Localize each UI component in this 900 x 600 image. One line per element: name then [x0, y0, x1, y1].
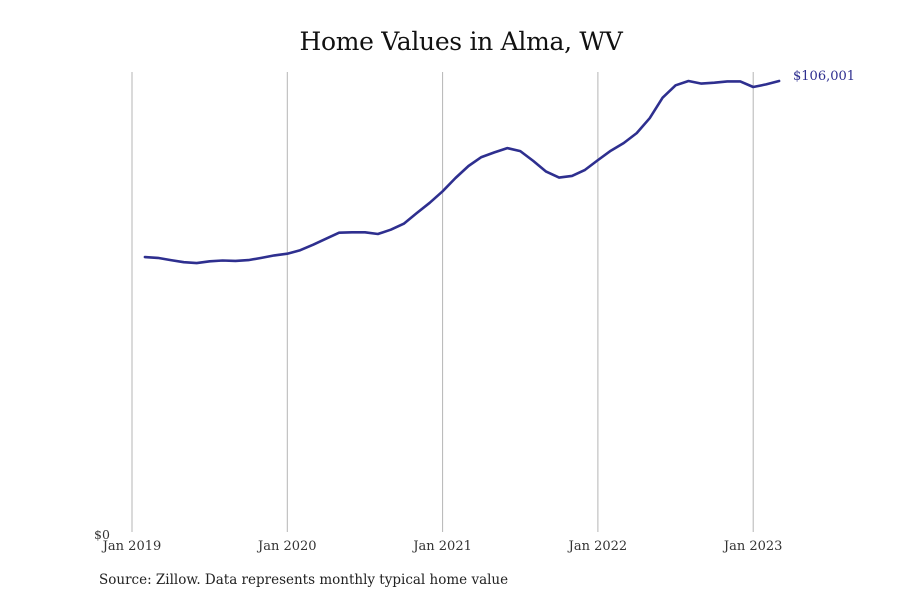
home-value-line: [143, 79, 781, 265]
vertical-gridlines: [131, 72, 754, 532]
x-tick-label: Jan 2023: [722, 539, 783, 554]
x-tick-label: Jan 2019: [101, 539, 162, 554]
x-tick-label: Jan 2022: [567, 539, 628, 554]
latest-value-label: $106,001: [793, 69, 855, 84]
x-tick-label: Jan 2021: [411, 539, 472, 554]
chart-title: Home Values in Alma, WV: [299, 27, 623, 56]
source-note: Source: Zillow. Data represents monthly …: [99, 572, 509, 588]
x-tick-label: Jan 2020: [256, 539, 317, 554]
y-axis-zero-label: $0: [94, 527, 110, 542]
x-axis-tick-labels: Jan 2019 Jan 2020 Jan 2021 Jan 2022 Jan 2023: [101, 539, 783, 554]
